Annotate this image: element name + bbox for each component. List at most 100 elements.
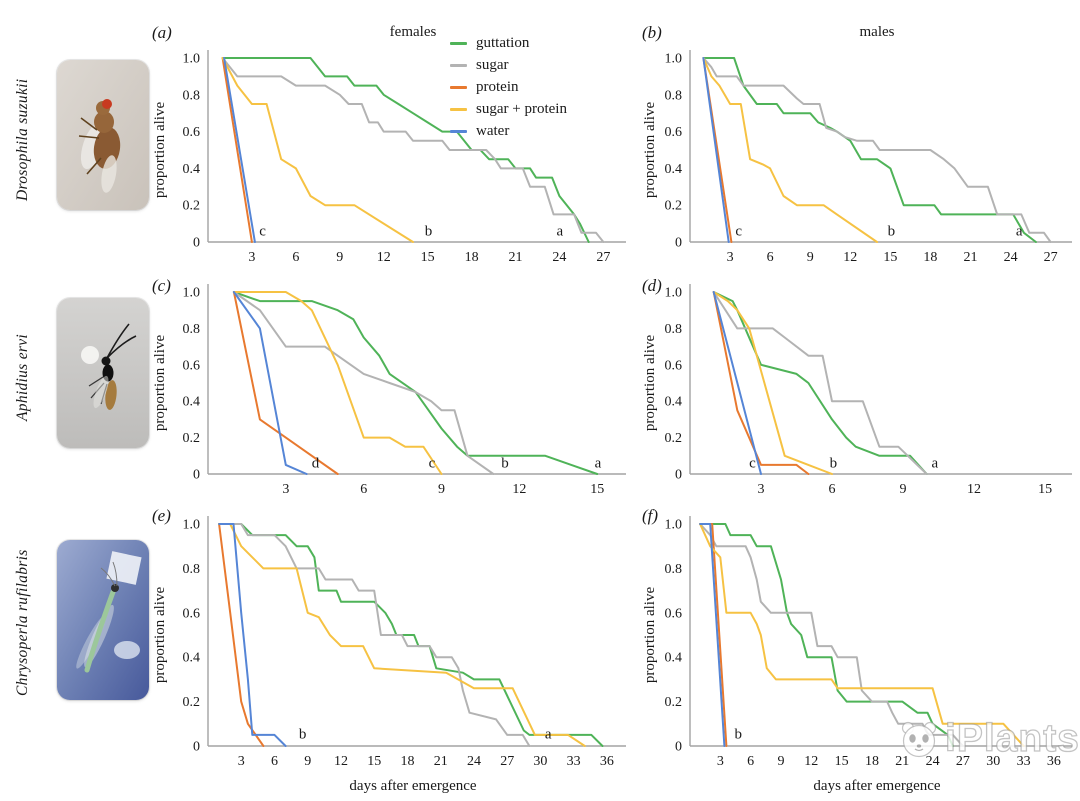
species-photo [57,60,149,210]
series-line-water [712,291,762,475]
y-tick-label: 0.2 [183,431,201,446]
survival-plot-c: 0 0.2 0.4 0.6 0.8 1.0 3 6 9 12 15 (c) proportion ali… [152,276,626,497]
x-tick-label: 27 [956,754,970,769]
x-tick-label: 36 [600,754,614,769]
significance-letter: c [429,456,436,472]
y-axis-title: proportion alive [152,102,168,199]
significance-letter: b [299,726,307,742]
x-tick-label: 12 [512,482,526,497]
legend-line-swatch [450,86,467,89]
survival-plot-d: 0 0.2 0.4 0.6 0.8 1.0 3 6 9 12 15 (d) proportion ali… [642,276,1072,497]
x-tick-label: 27 [596,250,610,265]
y-tick-label: 0.2 [665,431,683,446]
significance-letter: b [425,223,433,239]
legend-label: guttation [476,35,530,51]
survival-plot-b: 0 0.2 0.4 0.6 0.8 1.0 3 6 9 12 15 18 21 24 27 (b) males p… [642,23,1072,265]
series-line-protein [232,291,339,475]
y-tick-label: 0.8 [665,562,683,577]
panda-logo-icon [901,721,937,758]
significance-letter: c [749,456,756,472]
panel-f: 0 0.2 0.4 0.6 0.8 1.0 3 6 9 12 15 18 21 24 27 30 33 36 (f)… [640,504,1080,796]
panel-c: 0 0.2 0.4 0.6 0.8 1.0 3 6 9 12 15 (c) proportion ali… [150,276,630,504]
x-tick-label: 18 [865,754,879,769]
y-tick-label: 0.4 [183,162,201,177]
species-label-drosophila-suzukii: Drosophila suzukii [14,78,31,202]
legend-line-swatch [450,108,467,111]
y-axis-title: proportion alive [642,587,658,684]
x-tick-label: 3 [727,250,734,265]
series-line-water [232,291,308,475]
y-tick-label: 0.4 [665,651,683,666]
panel-b: 0 0.2 0.4 0.6 0.8 1.0 3 6 9 12 15 18 21 24 27 (b) males p… [640,20,1080,274]
y-tick-label: 0.6 [183,125,201,140]
fly-photo [57,60,149,210]
y-tick-label: 0.6 [665,358,683,373]
x-tick-label: 18 [465,250,479,265]
legend-line-swatch [450,130,467,133]
series-line-water [223,57,256,243]
y-tick-label: 1.0 [183,286,201,301]
x-tick-label: 9 [807,250,814,265]
series-line-guttation [218,523,604,747]
x-tick-label: 6 [767,250,774,265]
significance-letter: c [735,223,742,239]
y-tick-label: 1.0 [183,52,201,67]
series-line-protein [221,57,253,243]
series-line-guttation [221,57,590,243]
x-tick-label: 3 [238,754,245,769]
y-tick-label: 0 [193,740,200,755]
x-tick-label: 24 [467,754,481,769]
lacewing-photo [57,540,149,700]
significance-letter: a [545,726,552,742]
legend-label: protein [476,79,519,95]
significance-letter: b [734,726,742,742]
y-tick-label: 0 [675,740,682,755]
x-tick-label: 3 [758,482,765,497]
significance-letter: a [557,223,564,239]
x-tick-label: 6 [292,250,299,265]
series-line-protein [712,291,810,475]
legend-label: water [476,123,510,139]
watermark-text: iPlants [944,716,1080,760]
x-tick-label: 21 [434,754,448,769]
panel-letter: (e) [152,506,171,525]
series-line-sugar-protein [699,523,1025,747]
significance-letter: a [595,456,602,472]
x-tick-label: 30 [986,754,1000,769]
series-line-sugar [218,523,531,747]
x-tick-label: 12 [377,250,391,265]
x-axis-title: days after emergence [349,778,476,794]
survival-plot-e: 00.20.40.60.81.03 6 9 12 15 18 21 24 27 30 33 36(e)… [152,506,626,794]
x-tick-label: 6 [829,482,836,497]
panel-letter: (c) [152,276,171,295]
significance-letter: a [931,456,938,472]
x-tick-label: 27 [500,754,514,769]
x-tick-label: 9 [304,754,311,769]
legend-line-swatch [450,64,467,67]
series-line-protein [218,523,265,747]
species-label-aphidius-ervi: Aphidius ervi [14,334,31,422]
x-tick-label: 3 [282,482,289,497]
y-tick-label: 0.4 [183,651,201,666]
series-line-sugar [221,57,605,243]
species-label-chrysoperla-rufilabris: Chrysoperla rufilabris [14,549,31,697]
y-tick-label: 0 [193,236,200,251]
series-line-water [702,57,730,243]
panel-e: 0 0.2 0.4 0.6 0.8 1.0 3 6 9 12 15 18 21 24 27 30 33 36 (e)… [150,504,630,796]
x-tick-label: 15 [883,250,897,265]
survival-plot-a: 0 0.2 0.4 0.6 0.8 1.0 3 6 9 12 15 18 21 24 27 (a) female… [152,23,626,265]
legend-label: sugar [476,57,509,73]
series-line-sugar [702,57,1052,243]
y-tick-label: 0.8 [183,562,201,577]
x-tick-label: 18 [400,754,414,769]
y-tick-label: 1.0 [665,518,683,533]
y-tick-label: 0.8 [665,322,683,337]
x-tick-label: 21 [895,754,909,769]
x-tick-label: 6 [271,754,278,769]
column-title: males [860,24,895,40]
panel-letter: (d) [642,276,662,295]
panel-letter: (b) [642,23,662,42]
legend: guttation sugar protein sugar + protein wate… [450,34,567,144]
legend-label: sugar + protein [476,101,567,117]
